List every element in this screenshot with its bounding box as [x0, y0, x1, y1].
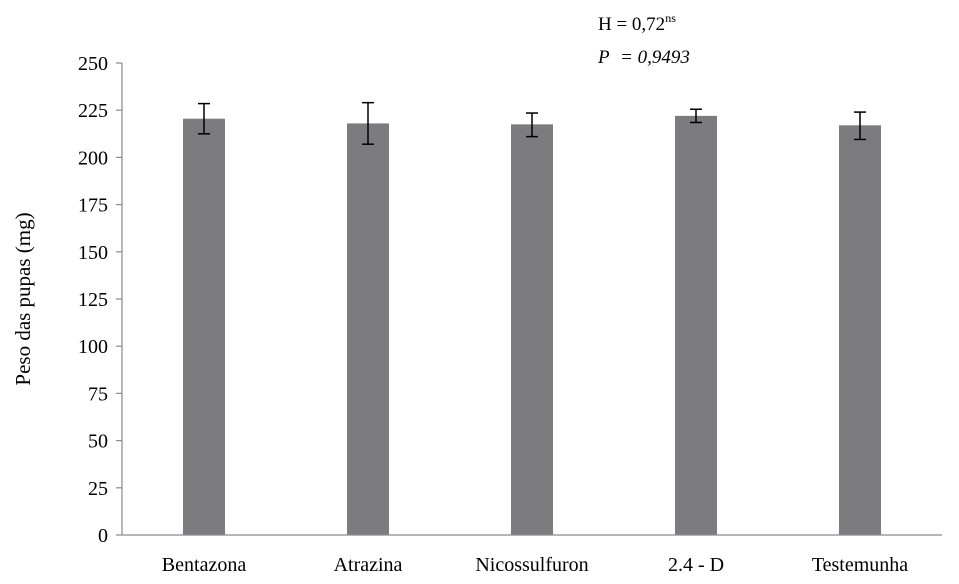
bar — [839, 125, 881, 535]
bar — [675, 116, 717, 535]
y-tick-label: 25 — [88, 478, 108, 500]
p-value: P = 0,9493 — [597, 47, 690, 68]
p-value-number: = 0,9493 — [620, 47, 690, 68]
y-tick-label: 125 — [78, 289, 108, 311]
x-category-label: Bentazona — [162, 554, 247, 576]
h-statistic-superscript: ns — [665, 11, 676, 25]
p-value-label: P — [597, 47, 610, 68]
y-tick-label: 0 — [98, 525, 108, 547]
y-tick-label: 225 — [78, 100, 108, 122]
bar — [511, 124, 553, 535]
y-ticks-group — [116, 63, 122, 535]
y-tick-label: 250 — [78, 53, 108, 75]
x-category-label: Testemunha — [812, 554, 908, 576]
y-tick-label: 175 — [78, 195, 108, 217]
y-tick-label: 75 — [88, 383, 108, 405]
x-tick-labels-group: Bentazona Atrazina Nicossulfuron 2.4 - D Tes… — [162, 554, 908, 576]
y-axis-title: Peso das pupas (mg) — [11, 212, 35, 385]
y-tick-labels-group: 0 25 50 75 100 125 150 175 200 225 250 — [78, 53, 108, 547]
y-tick-label: 150 — [78, 242, 108, 264]
bars-group — [183, 116, 881, 535]
x-category-label: Atrazina — [334, 554, 403, 576]
y-tick-label: 100 — [78, 336, 108, 358]
y-tick-label: 50 — [88, 431, 108, 453]
x-category-label: 2.4 - D — [668, 554, 724, 576]
bar — [183, 119, 225, 535]
h-statistic-value: H = 0,72 — [598, 14, 665, 35]
y-tick-label: 200 — [78, 147, 108, 169]
bar — [347, 123, 389, 535]
h-statistic: H = 0,72ns — [598, 11, 676, 35]
x-category-label: Nicossulfuron — [475, 554, 588, 576]
